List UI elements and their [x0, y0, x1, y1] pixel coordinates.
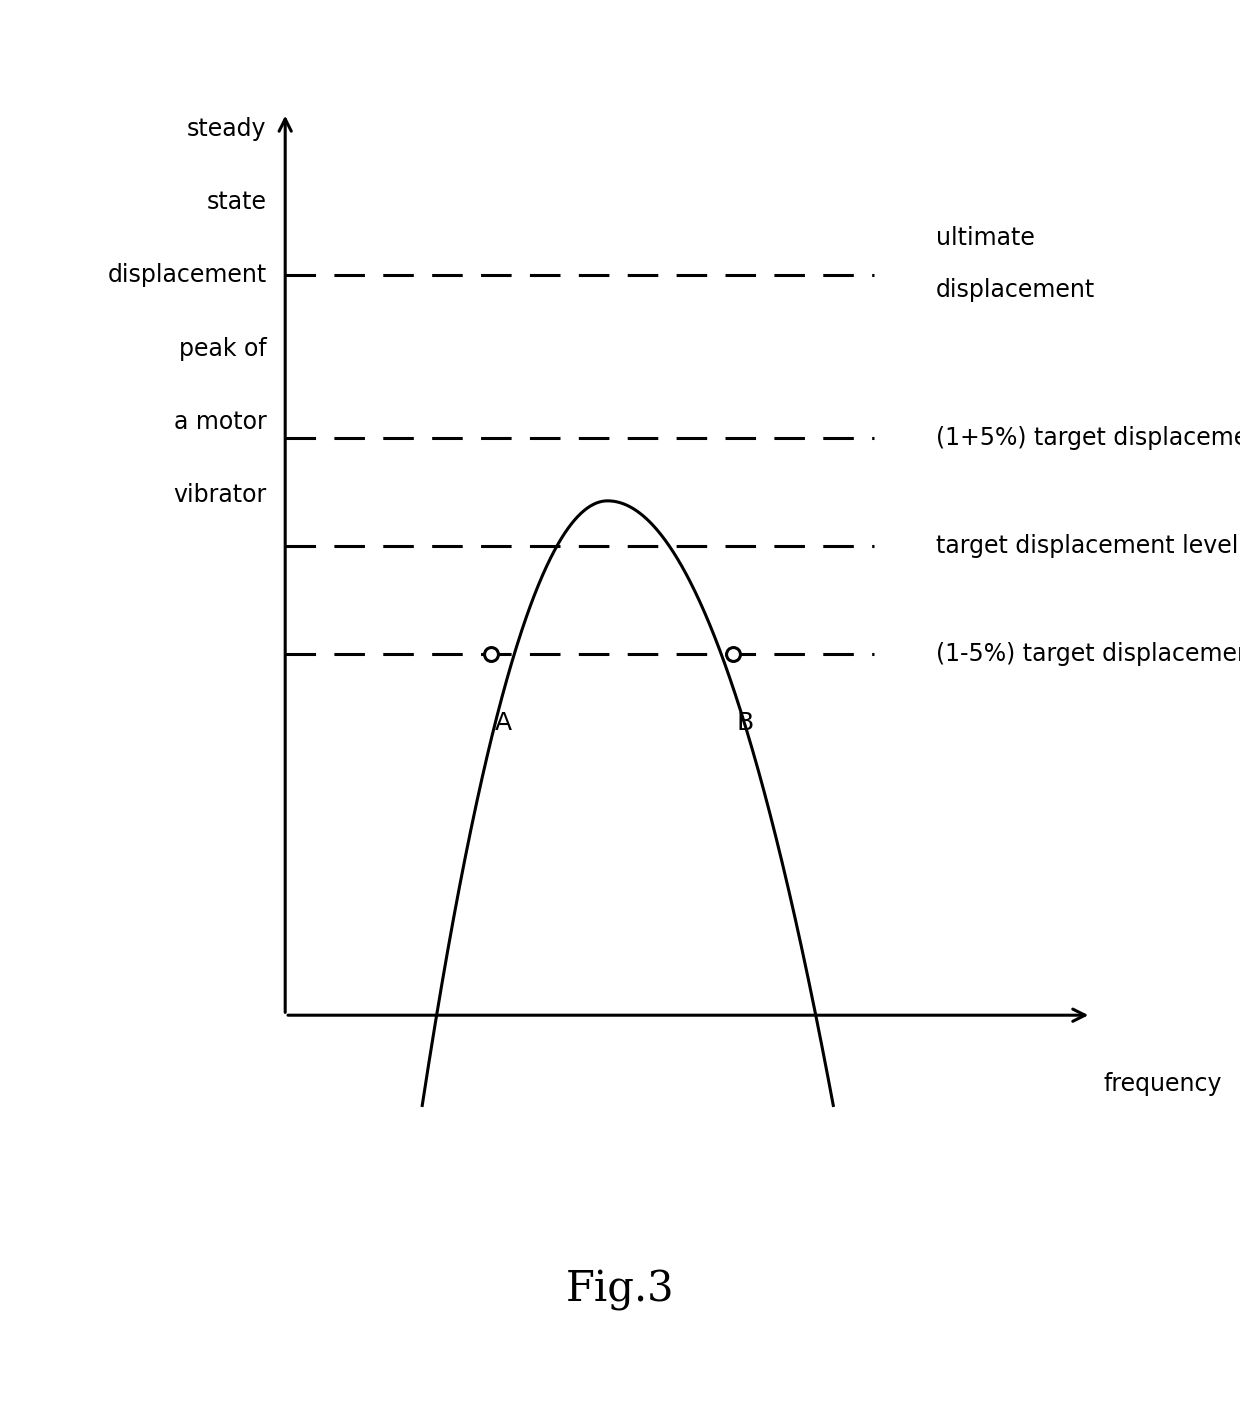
Text: a motor: a motor	[174, 410, 267, 434]
Text: frequency: frequency	[1104, 1072, 1223, 1096]
Text: ultimate: ultimate	[936, 226, 1035, 250]
Text: vibrator: vibrator	[174, 484, 267, 508]
Text: peak of: peak of	[179, 337, 267, 361]
Text: A: A	[495, 711, 512, 735]
Text: state: state	[207, 190, 267, 214]
Text: displacement: displacement	[108, 264, 267, 288]
Text: steady: steady	[187, 117, 267, 141]
Text: target displacement level: target displacement level	[936, 534, 1239, 558]
Text: Fig.3: Fig.3	[565, 1269, 675, 1311]
Text: displacement: displacement	[936, 278, 1095, 302]
Text: (1-5%) target displacement level: (1-5%) target displacement level	[936, 642, 1240, 667]
Text: (1+5%) target displacement level: (1+5%) target displacement level	[936, 426, 1240, 450]
Text: B: B	[737, 711, 754, 735]
